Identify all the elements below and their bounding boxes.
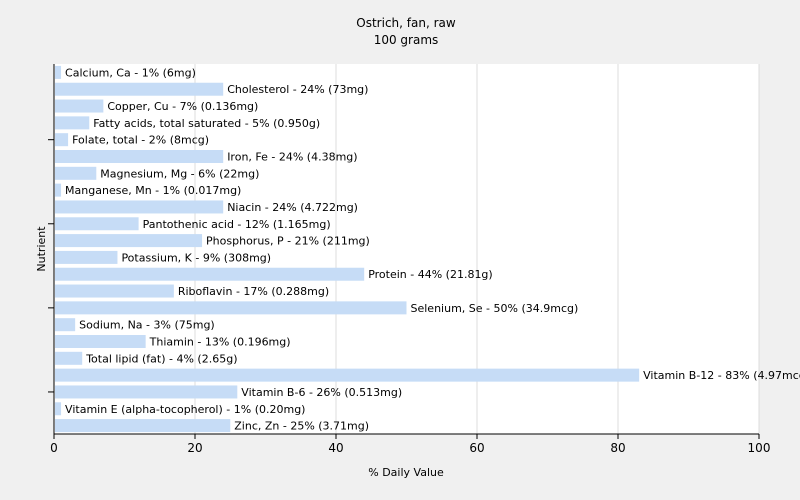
bar bbox=[55, 267, 365, 281]
x-ticks: 0 20 40 60 80 100 bbox=[50, 434, 770, 455]
bar-label: Manganese, Mn - 1% (0.017mg) bbox=[65, 184, 241, 197]
bar bbox=[55, 419, 231, 433]
bar-label: Cholesterol - 24% (73mg) bbox=[227, 83, 368, 96]
bar bbox=[55, 301, 407, 315]
bar bbox=[55, 217, 139, 231]
bar-label: Magnesium, Mg - 6% (22mg) bbox=[100, 167, 259, 180]
bar bbox=[55, 183, 62, 197]
bar-label: Copper, Cu - 7% (0.136mg) bbox=[107, 100, 258, 113]
x-tick-label: 80 bbox=[610, 441, 625, 455]
bar-label: Niacin - 24% (4.722mg) bbox=[227, 201, 358, 214]
bar bbox=[55, 385, 238, 399]
x-tick-label: 0 bbox=[50, 441, 58, 455]
y-axis-label: Nutrient bbox=[35, 226, 48, 272]
bar-label: Fatty acids, total saturated - 5% (0.950… bbox=[93, 117, 320, 130]
bar-label: Vitamin B-12 - 83% (4.97mcg) bbox=[643, 369, 800, 382]
bar bbox=[55, 133, 69, 147]
chart-subtitle: 100 grams bbox=[374, 33, 439, 47]
bar-label: Selenium, Se - 50% (34.9mcg) bbox=[411, 302, 579, 315]
bar bbox=[55, 234, 203, 248]
bar bbox=[55, 250, 118, 264]
axes bbox=[53, 64, 759, 435]
bar-label: Protein - 44% (21.81g) bbox=[368, 268, 493, 281]
bar-label: Vitamin E (alpha-tocopherol) - 1% (0.20m… bbox=[65, 403, 305, 416]
y-ticks bbox=[48, 139, 54, 393]
bar-label: Sodium, Na - 3% (75mg) bbox=[79, 319, 215, 332]
bar-label: Phosphorus, P - 21% (211mg) bbox=[206, 235, 370, 248]
bar bbox=[55, 82, 224, 96]
bar bbox=[55, 284, 174, 298]
bar bbox=[55, 116, 90, 130]
x-tick-label: 20 bbox=[187, 441, 202, 455]
bar bbox=[55, 150, 224, 163]
bar-label: Zinc, Zn - 25% (3.71mg) bbox=[234, 420, 369, 433]
bar bbox=[55, 166, 97, 180]
bar-label: Riboflavin - 17% (0.288mg) bbox=[178, 285, 329, 298]
bar bbox=[55, 200, 224, 214]
bar-label: Total lipid (fat) - 4% (2.65g) bbox=[85, 352, 237, 365]
bar bbox=[55, 99, 104, 113]
bar-label: Iron, Fe - 24% (4.38mg) bbox=[227, 151, 357, 164]
bar bbox=[55, 351, 83, 365]
bar bbox=[55, 335, 146, 348]
x-tick-label: 40 bbox=[328, 441, 343, 455]
bar-labels: Calcium, Ca - 1% (6mg) Cholesterol - 24% … bbox=[65, 66, 800, 432]
bar bbox=[55, 65, 62, 79]
chart-title: Ostrich, fan, raw bbox=[356, 16, 456, 30]
bars bbox=[55, 65, 640, 433]
bar-label: Potassium, K - 9% (308mg) bbox=[121, 251, 271, 264]
bar bbox=[55, 318, 76, 332]
bar-label: Folate, total - 2% (8mcg) bbox=[72, 134, 209, 147]
bar-label: Pantothenic acid - 12% (1.165mg) bbox=[143, 218, 331, 231]
bar bbox=[55, 368, 640, 382]
bar-label: Vitamin B-6 - 26% (0.513mg) bbox=[241, 386, 402, 399]
x-axis-label: % Daily Value bbox=[368, 466, 444, 479]
bar bbox=[55, 402, 62, 416]
x-tick-label: 100 bbox=[748, 441, 771, 455]
x-tick-label: 60 bbox=[469, 441, 484, 455]
bar-label: Thiamin - 13% (0.196mg) bbox=[149, 336, 291, 349]
bar-label: Calcium, Ca - 1% (6mg) bbox=[65, 66, 196, 79]
